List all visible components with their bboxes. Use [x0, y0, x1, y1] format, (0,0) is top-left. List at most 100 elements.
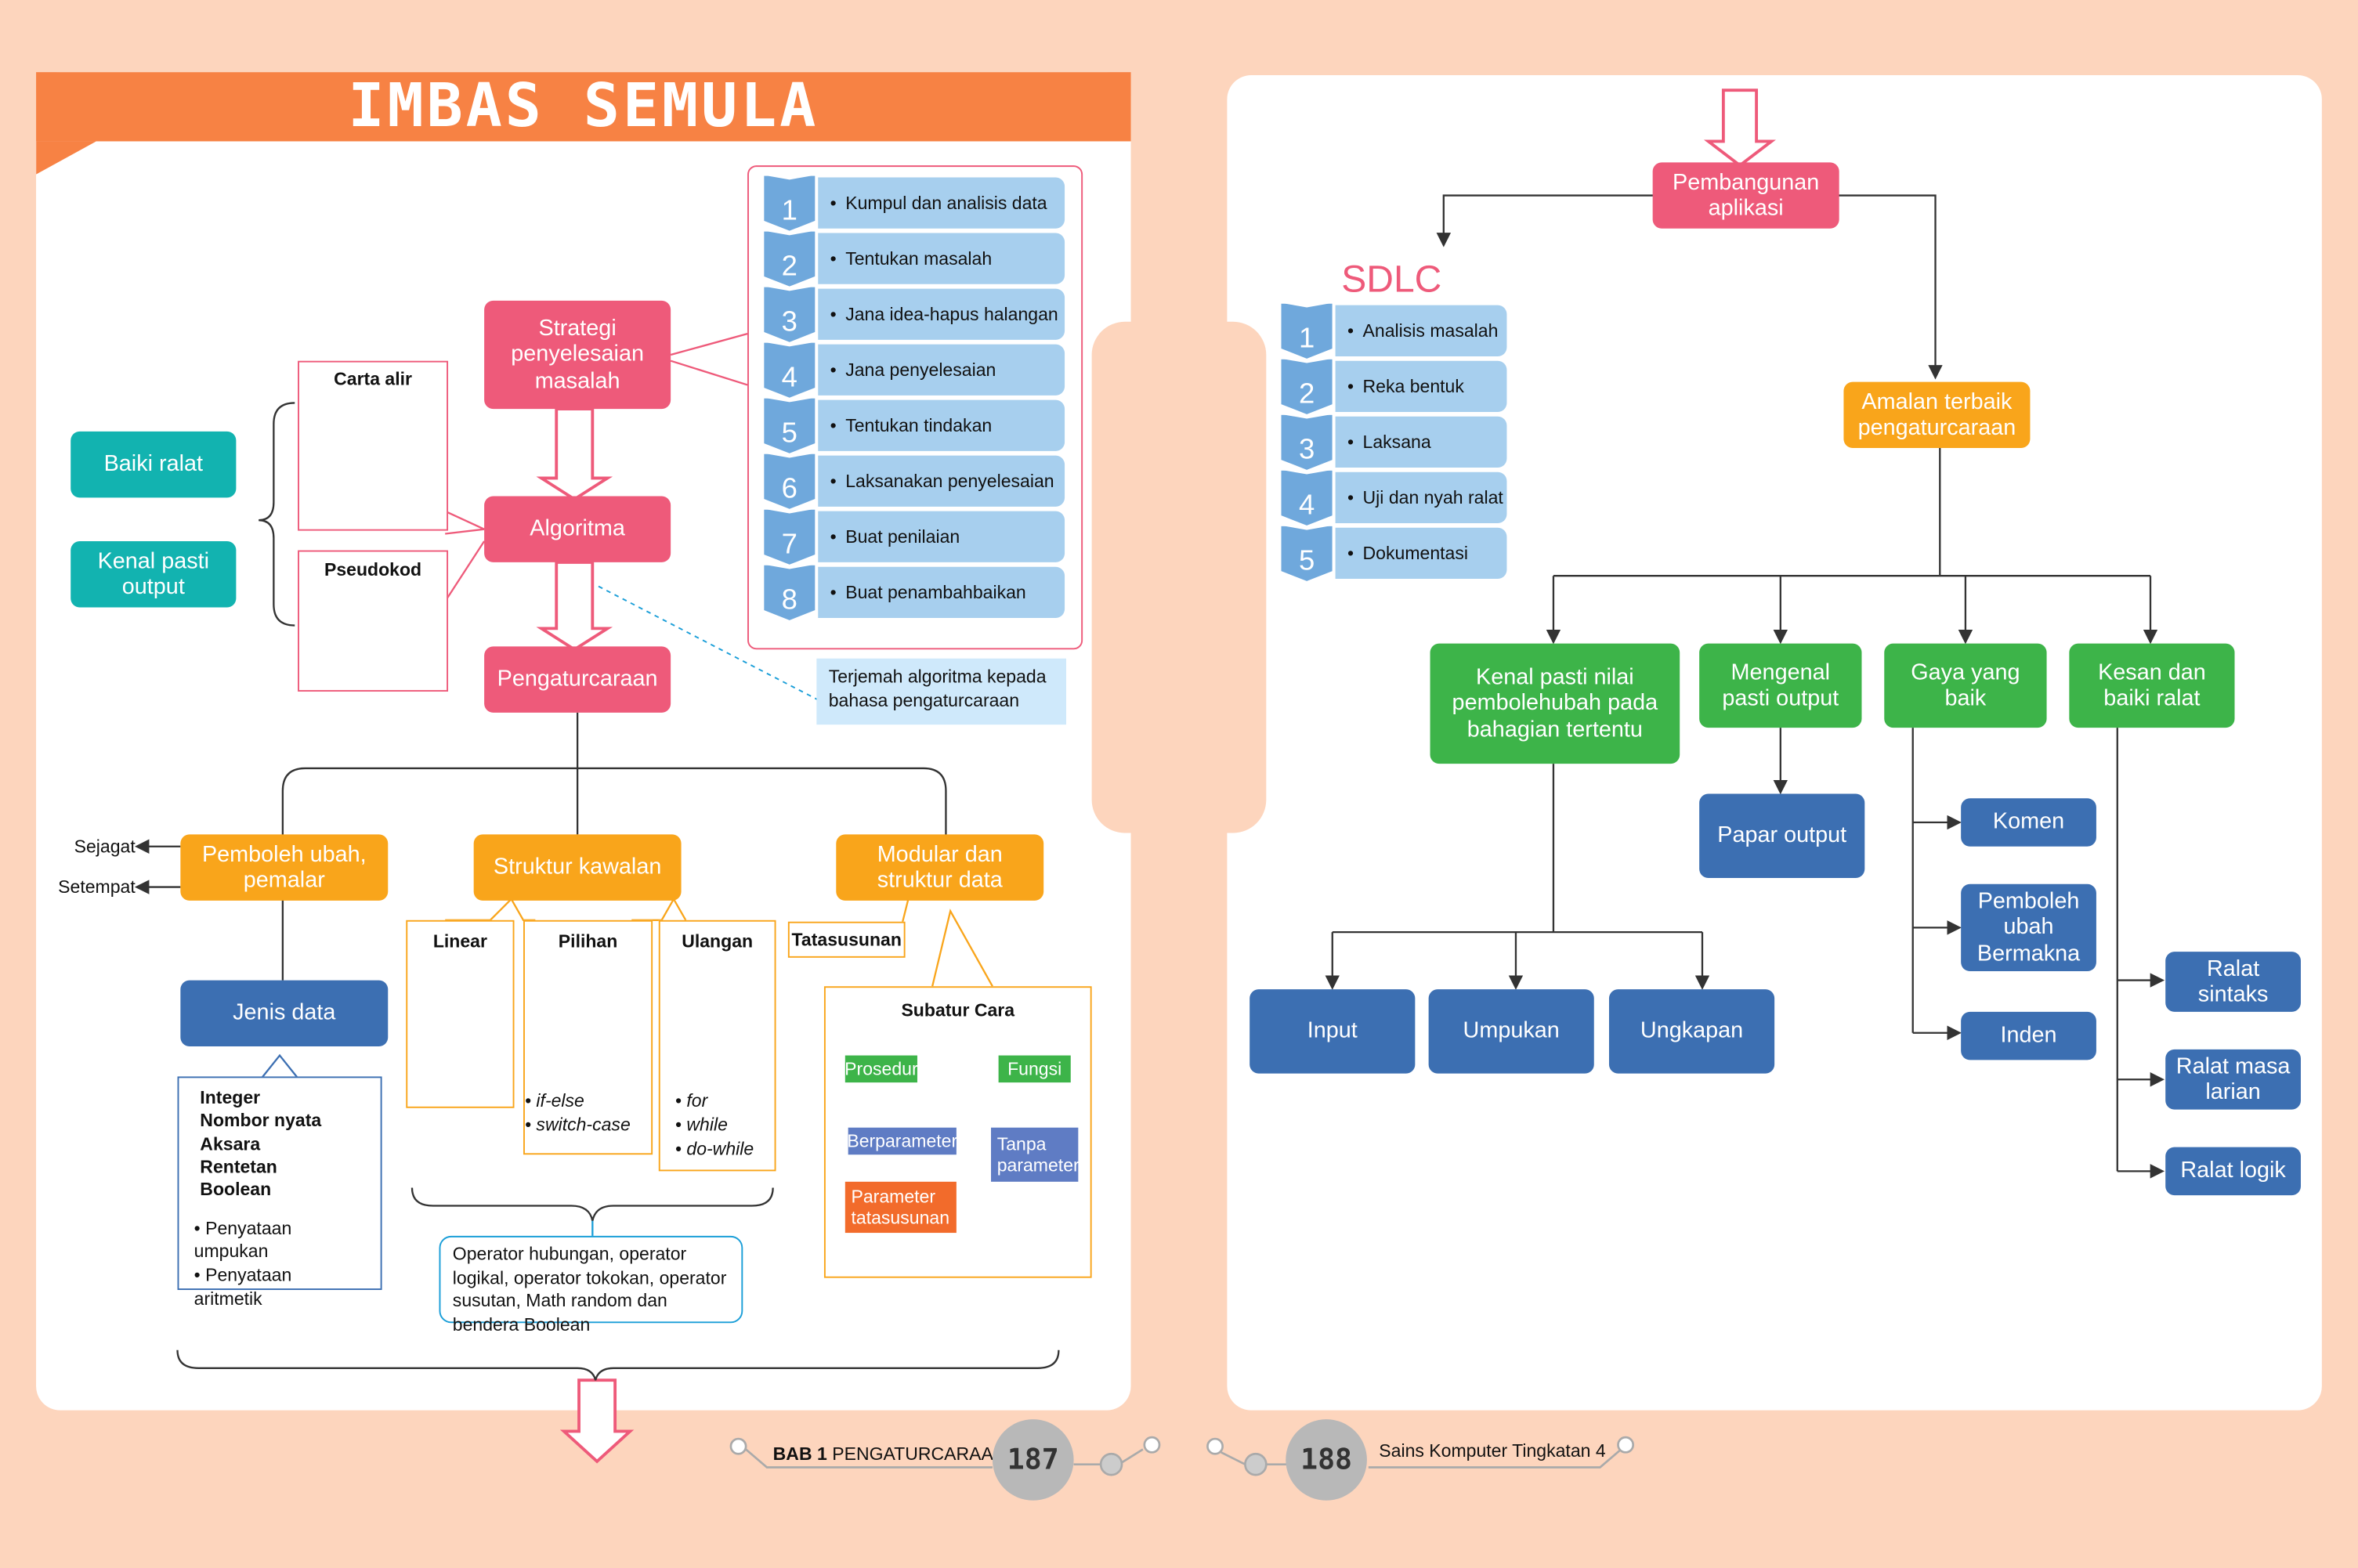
- sdlc-step-number: 1: [1281, 302, 1333, 359]
- pilihan-box: Pilihan • if-else • switch-case: [523, 919, 653, 1155]
- ulangan-item: • for: [674, 1089, 708, 1111]
- sdlc-title: SDLC: [1341, 258, 1442, 301]
- sdlc-step-item: 3Laksana: [1281, 414, 1507, 470]
- step-item: 8Buat penambahbaikan: [764, 564, 1065, 620]
- carta-alir-box: Carta alir: [298, 360, 449, 531]
- data-type-item: Boolean: [200, 1179, 272, 1201]
- terjemah-note: Terjemah algoritma kepada bahasa pengatu…: [816, 658, 1066, 725]
- amalan-node: Amalan terbaik pengaturcaraan: [1843, 381, 2031, 449]
- inden-node: Inden: [1961, 1011, 2096, 1060]
- ralat-masa-larian-node: Ralat masa larian: [2165, 1049, 2301, 1110]
- step-number: 7: [764, 508, 816, 565]
- ulangan-box: Ulangan • for • while • do-while: [658, 919, 776, 1172]
- footer-decor: [729, 1436, 1635, 1476]
- subatur-cara-label: Subatur Cara: [901, 999, 1015, 1021]
- kenal-pasti-output-node: Kenal pasti output: [71, 541, 237, 608]
- baiki-ralat-node: Baiki ralat: [71, 431, 237, 498]
- sdlc-step-item: 2Reka bentuk: [1281, 358, 1507, 414]
- sdlc-step-label: Reka bentuk: [1335, 360, 1507, 412]
- data-type-item: Rentetan: [200, 1156, 277, 1178]
- footer-right-text: Sains Komputer Tingkatan 4: [1379, 1440, 1606, 1461]
- statement-item: • Penyataan aritmetik: [193, 1264, 292, 1310]
- fungsi-node: Fungsi: [998, 1055, 1071, 1083]
- center-tab: [1091, 321, 1267, 833]
- sdlc-step-number: 2: [1281, 358, 1333, 414]
- ralat-logik-node: Ralat logik: [2165, 1147, 2301, 1196]
- step-number: 4: [764, 341, 816, 398]
- step-item: 1Kumpul dan analisis data: [764, 175, 1065, 231]
- ulangan-item-text: do-while: [686, 1138, 754, 1160]
- sdlc-step-item: 5Dokumentasi: [1281, 525, 1507, 581]
- pilihan-item: • if-else: [524, 1089, 584, 1111]
- page-title: IMBAS SEMULA: [36, 72, 1131, 142]
- step-item: 2Tentukan masalah: [764, 230, 1065, 287]
- tatasusunan-box: Tatasusunan: [787, 921, 906, 958]
- statement-item: • Penyataan umpukan: [193, 1217, 292, 1263]
- pilihan-item: • switch-case: [524, 1114, 631, 1136]
- pembangunan-node: Pembangunan aplikasi: [1652, 162, 1839, 229]
- step-label: Tentukan tindakan: [818, 399, 1065, 451]
- step-item: 5Tentukan tindakan: [764, 397, 1065, 453]
- statement-text: Penyataan aritmetik: [193, 1264, 292, 1310]
- pengaturcaraan-node: Pengaturcaraan: [484, 646, 671, 713]
- sdlc-step-item: 4Uji dan nyah ralat: [1281, 469, 1507, 526]
- sdlc-step-label: Uji dan nyah ralat: [1335, 471, 1507, 524]
- berparameter-node: Berparameter: [847, 1127, 957, 1155]
- pilihan-item-text: switch-case: [536, 1114, 631, 1136]
- pilihan-label: Pilihan: [558, 930, 618, 952]
- step-item: 6Laksanakan penyelesaian: [764, 453, 1065, 509]
- ralat-sintaks-node: Ralat sintaks: [2165, 952, 2301, 1012]
- step-label: Buat penilaian: [818, 511, 1065, 562]
- step-number: 5: [764, 397, 816, 453]
- operator-note: Operator hubungan, operator logikal, ope…: [439, 1235, 743, 1335]
- page-number-left: 187: [992, 1419, 1074, 1501]
- step-item: 4Jana penyelesaian: [764, 341, 1065, 398]
- statement-text: Penyataan umpukan: [193, 1217, 292, 1263]
- step-label: Jana idea-hapus halangan: [818, 288, 1065, 340]
- ungkapan-node: Ungkapan: [1608, 989, 1775, 1074]
- parameter-tatasusunan-node: Parameter tatasusunan: [844, 1181, 957, 1234]
- step-number: 6: [764, 453, 816, 509]
- step-label: Buat penambahbaikan: [818, 566, 1065, 618]
- footer-left-text: PENGATURCARAAN: [832, 1443, 1007, 1465]
- ulangan-item-text: for: [686, 1089, 708, 1111]
- jenis-data-list: Integer Nombor nyata Aksara Rentetan Boo…: [177, 1076, 382, 1309]
- gaya-node: Gaya yang baik: [1884, 643, 2047, 728]
- ulangan-item: • while: [674, 1114, 728, 1136]
- linear-box: Linear: [406, 919, 515, 1108]
- data-type-item: Integer: [200, 1086, 261, 1108]
- hollow-arrow-pembangunan: [1703, 89, 1776, 168]
- footer-bab: BAB 1: [772, 1443, 827, 1465]
- pemboleh-ubah-node: Pemboleh ubah, pemalar: [180, 834, 389, 901]
- ulangan-item-text: while: [686, 1114, 728, 1136]
- sdlc-step-number: 5: [1281, 525, 1333, 581]
- step-label: Laksanakan penyelesaian: [818, 455, 1065, 507]
- algoritma-node: Algoritma: [484, 496, 671, 562]
- strategi-node: Strategi penyelesaian masalah: [484, 300, 671, 410]
- data-type-item: Aksara: [200, 1133, 261, 1154]
- prosedur-node: Prosedur: [844, 1055, 918, 1083]
- kenal-pasti-nilai-node: Kenal pasti nilai pembolehubah pada baha…: [1430, 643, 1680, 764]
- data-type-item: Nombor nyata: [200, 1110, 322, 1132]
- kesan-node: Kesan dan baiki ralat: [2069, 643, 2235, 728]
- step-number: 2: [764, 230, 816, 287]
- step-label: Kumpul dan analisis data: [818, 177, 1065, 229]
- pemboleh-ubah-bermakna-node: Pemboleh ubah Bermakna: [1961, 883, 2096, 972]
- step-number: 3: [764, 286, 816, 342]
- hollow-arrow-strategi-algoritma: [536, 407, 613, 501]
- step-number: 8: [764, 564, 816, 620]
- input-node: Input: [1250, 989, 1416, 1074]
- step-label: Tentukan masalah: [818, 233, 1065, 284]
- hollow-arrow-algoritma-pengaturcaraan: [536, 561, 613, 652]
- modular-node: Modular dan struktur data: [836, 834, 1044, 901]
- carta-alir-label: Carta alir: [334, 368, 413, 390]
- ulangan-item: • do-while: [674, 1138, 754, 1160]
- step-item: 3Jana idea-hapus halangan: [764, 286, 1065, 342]
- umpukan-node: Umpukan: [1428, 989, 1594, 1074]
- pseudokod-label: Pseudokod: [324, 559, 422, 580]
- setempat-label: Setempat: [58, 876, 136, 898]
- right-panel: [1227, 74, 2322, 1411]
- strategy-steps-list: 1Kumpul dan analisis data 2Tentukan masa…: [764, 175, 1065, 620]
- step-number: 1: [764, 175, 816, 231]
